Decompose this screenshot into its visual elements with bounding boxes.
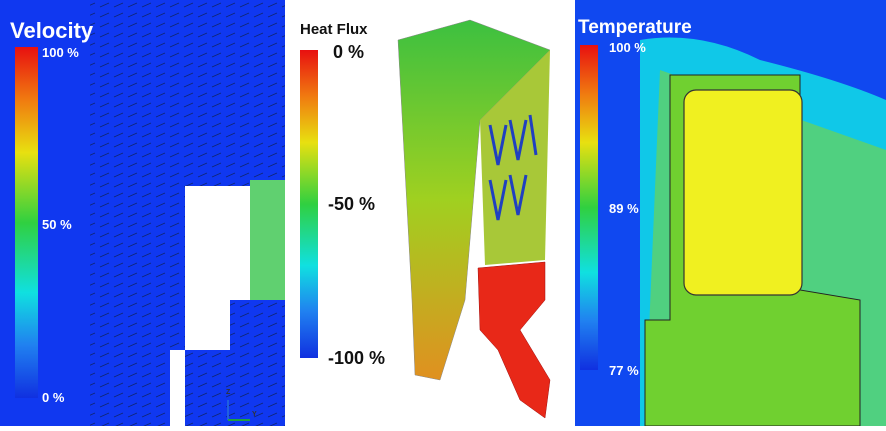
velocity-colorbar [15, 47, 38, 398]
panel-title: Heat Flux [300, 21, 368, 38]
temperature-colorbar [580, 45, 598, 370]
colorbar-label: 0 % [333, 42, 364, 62]
figure: Velocity 100 % 50 % 0 % Z Y Heat Flux 0 … [0, 0, 886, 426]
blade-root [478, 262, 550, 418]
colorbar-label: -100 % [328, 348, 385, 368]
velocity-panel: Velocity 100 % 50 % 0 % Z Y [0, 0, 285, 426]
panel-title: Velocity [10, 18, 94, 43]
hot-core [684, 90, 802, 295]
panel-title: Temperature [578, 17, 692, 38]
colorbar-label: 0 % [42, 390, 65, 405]
colorbar-label: -50 % [328, 194, 375, 214]
vortex-region [250, 180, 285, 300]
colorbar-label: 100 % [609, 40, 646, 55]
colorbar-label: 100 % [42, 45, 79, 60]
heat-flux-panel: Heat Flux 0 % -50 % -100 % [300, 20, 550, 418]
axis-label: Z [226, 389, 231, 396]
axis-label: Y [252, 411, 257, 418]
solid-body [190, 196, 245, 296]
colorbar-label: 77 % [609, 363, 639, 378]
heat-flux-colorbar [300, 50, 318, 358]
temperature-panel: Temperature 100 % 89 % 77 % [575, 0, 886, 426]
colorbar-label: 89 % [609, 201, 639, 216]
colorbar-label: 50 % [42, 217, 72, 232]
